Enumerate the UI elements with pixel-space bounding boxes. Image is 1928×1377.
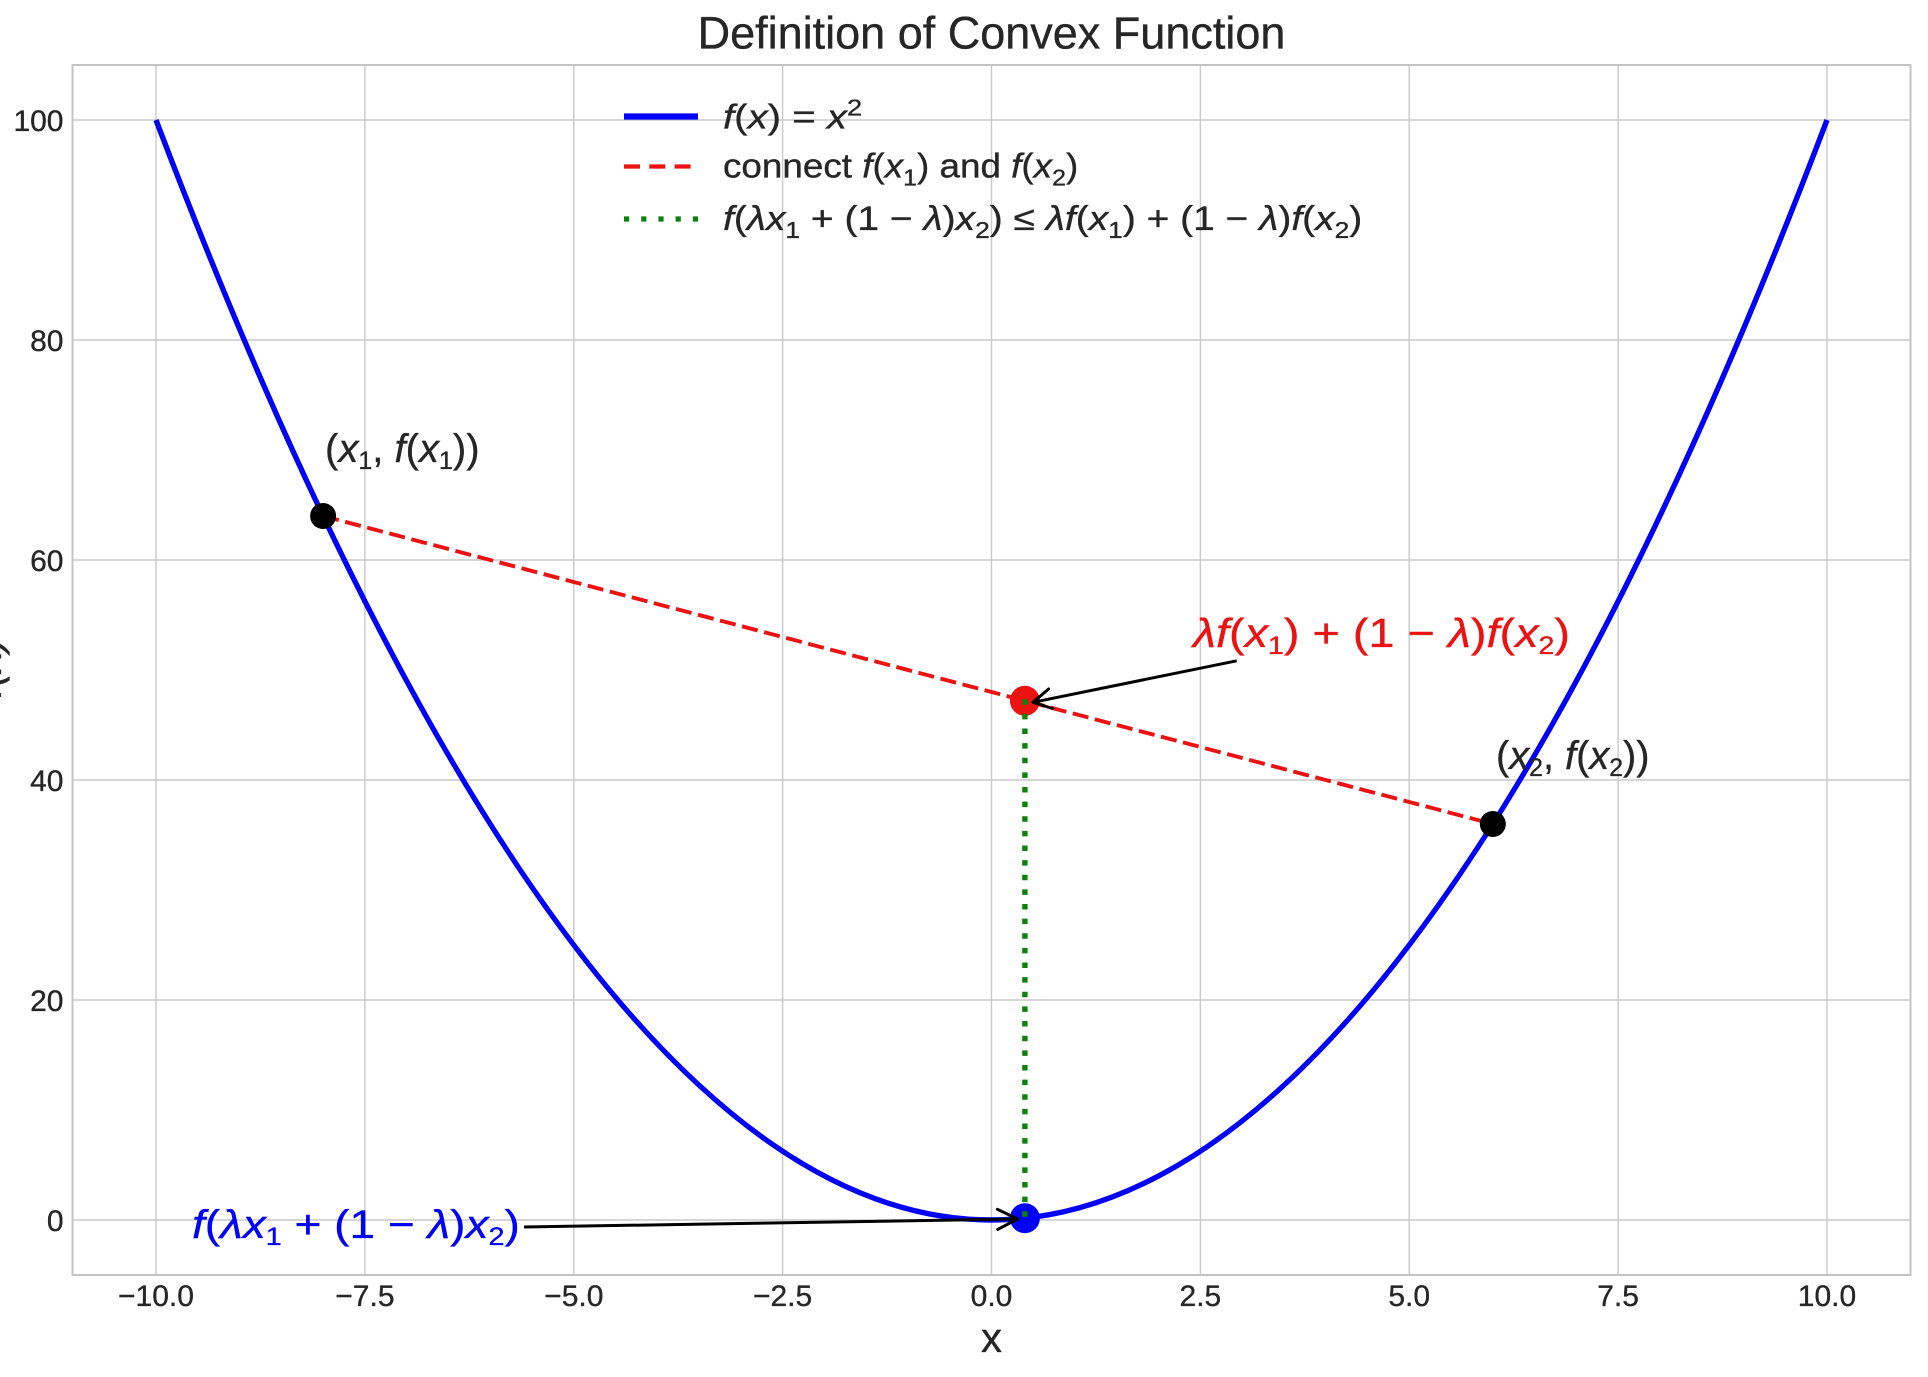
svg-text:f(x) = x2​: f(x) = x2​	[723, 95, 862, 135]
svg-text:80: 80	[30, 325, 63, 358]
svg-text:20: 20	[30, 985, 63, 1018]
svg-text:10.0: 10.0	[1798, 1280, 1856, 1313]
svg-text:(x1​, f(x1​)): (x1​, f(x1​))	[325, 427, 480, 475]
svg-text:(x2​, f(x2​)): (x2​, f(x2​))	[1496, 734, 1650, 782]
svg-text:40: 40	[30, 765, 63, 798]
svg-text:Definition of Convex Function: Definition of Convex Function	[698, 8, 1286, 59]
svg-text:−10.0: −10.0	[118, 1280, 194, 1313]
svg-text:0.0: 0.0	[971, 1280, 1013, 1313]
svg-text:−2.5: −2.5	[753, 1280, 812, 1313]
svg-text:100: 100	[13, 105, 63, 138]
svg-text:7.5: 7.5	[1597, 1280, 1639, 1313]
svg-text:5.0: 5.0	[1388, 1280, 1430, 1313]
svg-text:0: 0	[47, 1205, 64, 1238]
svg-text:f(x): f(x)	[0, 638, 10, 699]
svg-text:λf(x1​) + (1 − λ)f(x2​): λf(x1​) + (1 − λ)f(x2​)	[1191, 611, 1570, 660]
svg-text:x: x	[981, 1314, 1002, 1361]
svg-text:60: 60	[30, 545, 63, 578]
svg-text:connect f(x1​) and f(x2​): connect f(x1​) and f(x2​)	[723, 147, 1078, 191]
svg-text:f(λx1​ + (1 − λ)x2​) ≤ λf(x1​): f(λx1​ + (1 − λ)x2​) ≤ λf(x1​) + (1 − λ)…	[723, 199, 1362, 243]
svg-text:−5.0: −5.0	[544, 1280, 603, 1313]
svg-text:f(λx1​ + (1 − λ)x2​): f(λx1​ + (1 − λ)x2​)	[192, 1203, 520, 1251]
svg-text:2.5: 2.5	[1180, 1280, 1222, 1313]
svg-text:−7.5: −7.5	[335, 1280, 394, 1313]
